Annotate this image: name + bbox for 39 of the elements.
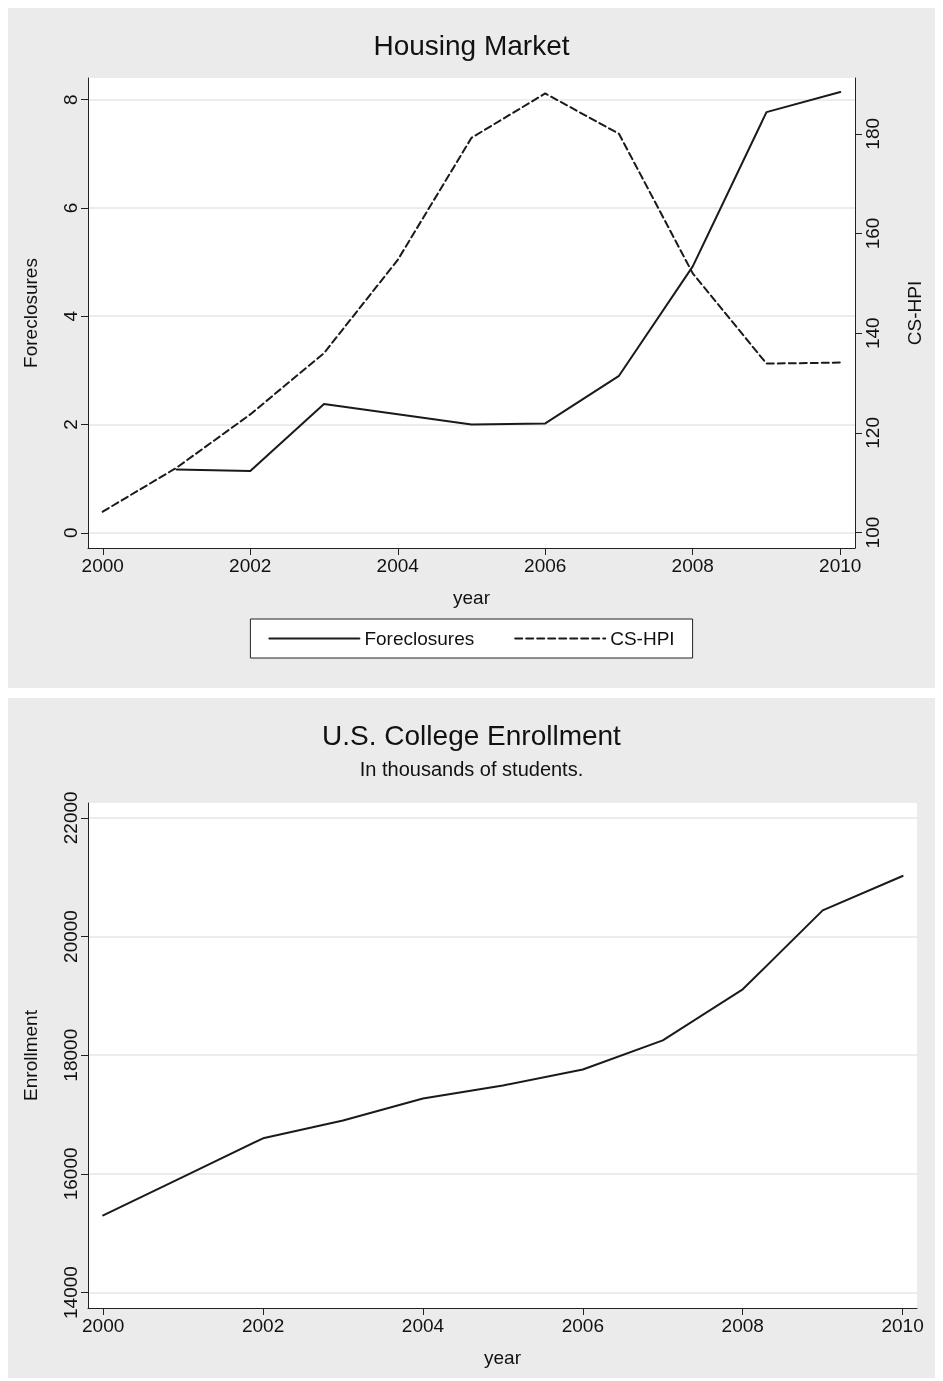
line-series: [102, 874, 904, 1217]
y-tick-label: 14000: [60, 1266, 81, 1319]
y-tick-label: 18000: [60, 1028, 81, 1082]
y-tick-label: 16000: [60, 1147, 81, 1201]
y-tick-label: 20000: [60, 910, 81, 963]
x-tick-label: 2002: [229, 555, 272, 576]
legend-label: Foreclosures: [364, 628, 475, 649]
x-tick-label: 2008: [671, 555, 714, 576]
y-tick-label: 0: [60, 527, 81, 539]
x-tick-label: 2006: [524, 555, 567, 576]
x-tick-label: 2002: [241, 1315, 285, 1336]
x-tick-label: 2000: [81, 555, 124, 576]
y-tick-label: 4: [60, 310, 81, 322]
x-tick-label: 2004: [401, 1315, 445, 1336]
x-tick-label: 2006: [561, 1315, 604, 1336]
x-tick-label: 2000: [82, 1315, 125, 1336]
y-tick-label: 8: [60, 94, 81, 105]
y2-tick-label: 100: [862, 516, 883, 549]
x-tick-label: 2008: [721, 1315, 764, 1336]
x-axis-title: year: [453, 587, 491, 608]
y2-tick-label: 160: [862, 217, 883, 250]
y-axis-title: Enrollment: [20, 1009, 41, 1101]
y-tick-label: 22000: [60, 791, 81, 845]
y2-tick-label: 140: [862, 317, 883, 350]
y-axis-title: Foreclosures: [20, 258, 41, 368]
line-series: [101, 92, 842, 513]
x-tick-label: 2004: [376, 555, 420, 576]
y2-axis-title: CS-HPI: [904, 280, 925, 346]
y2-tick-label: 120: [862, 417, 883, 449]
legend-label: CS-HPI: [610, 628, 675, 649]
y-tick-label: 6: [60, 202, 81, 214]
x-tick-label: 2010: [881, 1315, 924, 1336]
chart-title: U.S. College Enrollment: [322, 719, 622, 751]
y2-tick-label: 180: [862, 117, 883, 150]
chart-subtitle: In thousands of students.: [359, 758, 584, 780]
x-axis-title: year: [484, 1347, 522, 1368]
x-tick-label: 2010: [819, 555, 862, 576]
y-tick-label: 2: [60, 419, 81, 430]
chart-title: Housing Market: [373, 29, 570, 61]
